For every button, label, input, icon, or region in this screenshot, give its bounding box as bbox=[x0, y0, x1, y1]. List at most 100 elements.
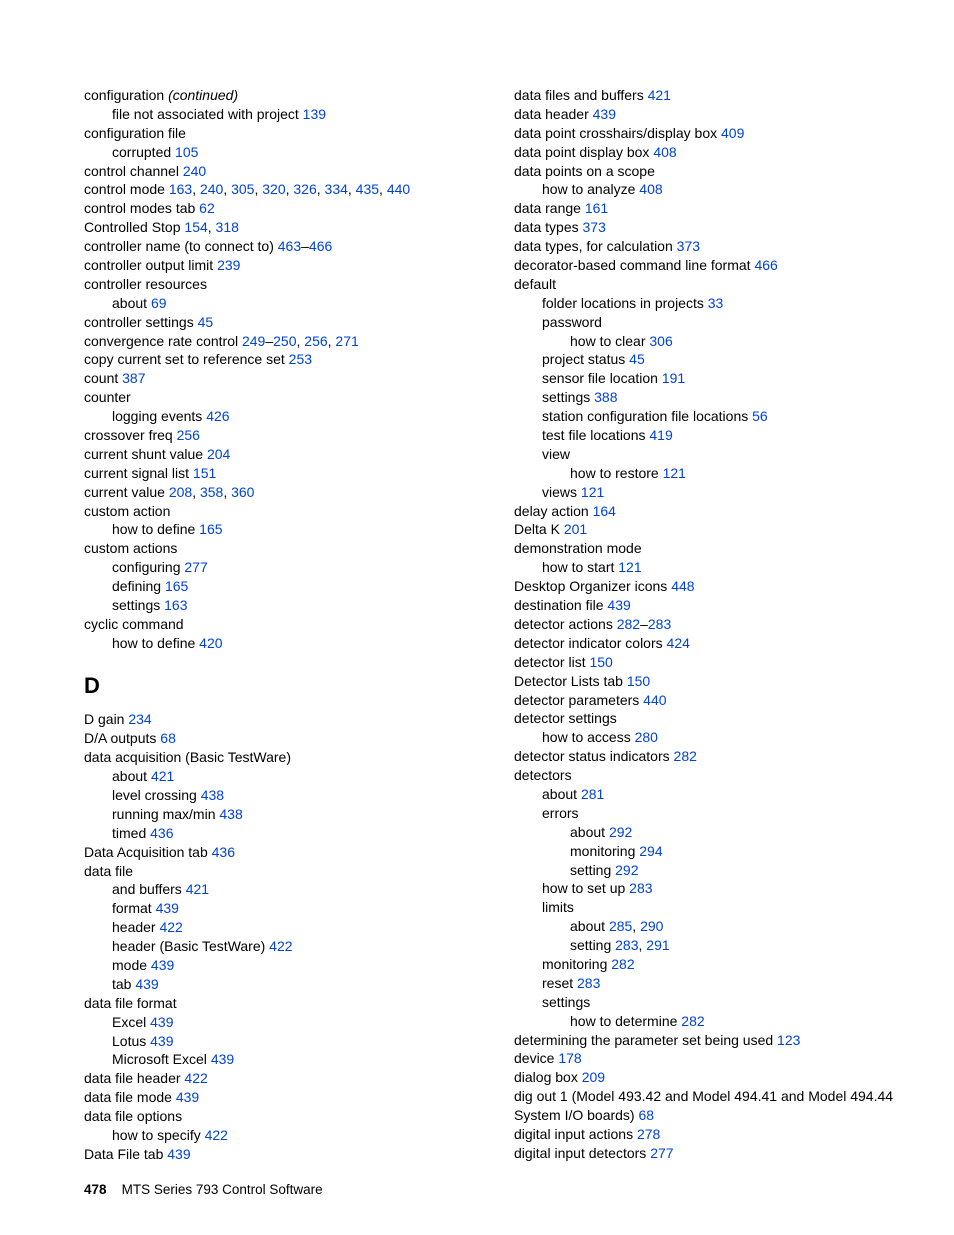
page-link[interactable]: 285 bbox=[609, 918, 632, 934]
page-link[interactable]: 439 bbox=[176, 1089, 199, 1105]
page-link[interactable]: 424 bbox=[667, 635, 690, 651]
page-link[interactable]: 408 bbox=[639, 181, 662, 197]
page-link[interactable]: 439 bbox=[211, 1051, 234, 1067]
page-link[interactable]: 191 bbox=[662, 370, 685, 386]
page-link[interactable]: 105 bbox=[175, 144, 198, 160]
page-link[interactable]: 435 bbox=[356, 181, 379, 197]
page-link[interactable]: 436 bbox=[212, 844, 235, 860]
page-link[interactable]: 292 bbox=[615, 862, 638, 878]
page-link[interactable]: 422 bbox=[205, 1127, 228, 1143]
page-link[interactable]: 421 bbox=[648, 87, 671, 103]
page-link[interactable]: 440 bbox=[643, 692, 666, 708]
page-link[interactable]: 283 bbox=[615, 937, 638, 953]
page-link[interactable]: 139 bbox=[303, 106, 326, 122]
page-link[interactable]: 209 bbox=[582, 1069, 605, 1085]
page-link[interactable]: 165 bbox=[165, 578, 188, 594]
page-link[interactable]: 281 bbox=[581, 786, 604, 802]
page-link[interactable]: 360 bbox=[231, 484, 254, 500]
page-link[interactable]: 62 bbox=[199, 200, 215, 216]
page-link[interactable]: 318 bbox=[216, 219, 239, 235]
page-link[interactable]: 388 bbox=[594, 389, 617, 405]
page-link[interactable]: 373 bbox=[677, 238, 700, 254]
page-link[interactable]: 466 bbox=[754, 257, 777, 273]
page-link[interactable]: 422 bbox=[184, 1070, 207, 1086]
page-link[interactable]: 439 bbox=[607, 597, 630, 613]
page-link[interactable]: 439 bbox=[135, 976, 158, 992]
page-link[interactable]: 421 bbox=[186, 881, 209, 897]
page-link[interactable]: 436 bbox=[150, 825, 173, 841]
page-link[interactable]: 306 bbox=[649, 333, 672, 349]
page-link[interactable]: 240 bbox=[200, 181, 223, 197]
page-link[interactable]: 256 bbox=[304, 333, 327, 349]
page-link[interactable]: 163 bbox=[169, 181, 192, 197]
page-link[interactable]: 463 bbox=[278, 238, 301, 254]
page-link[interactable]: 439 bbox=[593, 106, 616, 122]
page-link[interactable]: 438 bbox=[219, 806, 242, 822]
page-link[interactable]: 277 bbox=[184, 559, 207, 575]
page-link[interactable]: 154 bbox=[184, 219, 207, 235]
page-link[interactable]: 283 bbox=[629, 880, 652, 896]
page-link[interactable]: 419 bbox=[649, 427, 672, 443]
page-link[interactable]: 305 bbox=[231, 181, 254, 197]
page-link[interactable]: 121 bbox=[581, 484, 604, 500]
page-link[interactable]: 45 bbox=[629, 351, 645, 367]
page-link[interactable]: 282 bbox=[674, 748, 697, 764]
page-link[interactable]: 121 bbox=[663, 465, 686, 481]
page-link[interactable]: 68 bbox=[160, 730, 176, 746]
page-link[interactable]: 448 bbox=[671, 578, 694, 594]
page-link[interactable]: 56 bbox=[752, 408, 768, 424]
page-link[interactable]: 408 bbox=[653, 144, 676, 160]
page-link[interactable]: 282 bbox=[617, 616, 640, 632]
page-link[interactable]: 256 bbox=[177, 427, 200, 443]
page-link[interactable]: 121 bbox=[618, 559, 641, 575]
page-link[interactable]: 253 bbox=[289, 351, 312, 367]
page-link[interactable]: 164 bbox=[593, 503, 616, 519]
page-link[interactable]: 334 bbox=[325, 181, 348, 197]
page-link[interactable]: 282 bbox=[681, 1013, 704, 1029]
page-link[interactable]: 178 bbox=[558, 1050, 581, 1066]
page-link[interactable]: 201 bbox=[564, 521, 587, 537]
page-link[interactable]: 422 bbox=[159, 919, 182, 935]
page-link[interactable]: 421 bbox=[151, 768, 174, 784]
page-link[interactable]: 326 bbox=[293, 181, 316, 197]
page-link[interactable]: 161 bbox=[585, 200, 608, 216]
page-link[interactable]: 280 bbox=[635, 729, 658, 745]
page-link[interactable]: 290 bbox=[640, 918, 663, 934]
page-link[interactable]: 150 bbox=[589, 654, 612, 670]
page-link[interactable]: 271 bbox=[335, 333, 358, 349]
page-link[interactable]: 466 bbox=[309, 238, 332, 254]
page-link[interactable]: 163 bbox=[164, 597, 187, 613]
page-link[interactable]: 250 bbox=[273, 333, 296, 349]
page-link[interactable]: 33 bbox=[708, 295, 724, 311]
page-link[interactable]: 165 bbox=[199, 521, 222, 537]
page-link[interactable]: 420 bbox=[199, 635, 222, 651]
page-link[interactable]: 422 bbox=[269, 938, 292, 954]
page-link[interactable]: 123 bbox=[777, 1032, 800, 1048]
page-link[interactable]: 440 bbox=[387, 181, 410, 197]
page-link[interactable]: 439 bbox=[150, 1033, 173, 1049]
page-link[interactable]: 439 bbox=[156, 900, 179, 916]
page-link[interactable]: 439 bbox=[167, 1146, 190, 1162]
page-link[interactable]: 283 bbox=[577, 975, 600, 991]
page-link[interactable]: 387 bbox=[122, 370, 145, 386]
page-link[interactable]: 426 bbox=[206, 408, 229, 424]
page-link[interactable]: 234 bbox=[128, 711, 151, 727]
page-link[interactable]: 69 bbox=[151, 295, 167, 311]
page-link[interactable]: 409 bbox=[721, 125, 744, 141]
page-link[interactable]: 239 bbox=[217, 257, 240, 273]
page-link[interactable]: 204 bbox=[207, 446, 230, 462]
page-link[interactable]: 150 bbox=[627, 673, 650, 689]
page-link[interactable]: 439 bbox=[150, 1014, 173, 1030]
page-link[interactable]: 277 bbox=[650, 1145, 673, 1161]
page-link[interactable]: 68 bbox=[638, 1107, 654, 1123]
page-link[interactable]: 240 bbox=[183, 163, 206, 179]
page-link[interactable]: 292 bbox=[609, 824, 632, 840]
page-link[interactable]: 320 bbox=[262, 181, 285, 197]
page-link[interactable]: 45 bbox=[198, 314, 214, 330]
page-link[interactable]: 373 bbox=[583, 219, 606, 235]
page-link[interactable]: 358 bbox=[200, 484, 223, 500]
page-link[interactable]: 151 bbox=[193, 465, 216, 481]
page-link[interactable]: 208 bbox=[169, 484, 192, 500]
page-link[interactable]: 283 bbox=[648, 616, 671, 632]
page-link[interactable]: 249 bbox=[242, 333, 265, 349]
